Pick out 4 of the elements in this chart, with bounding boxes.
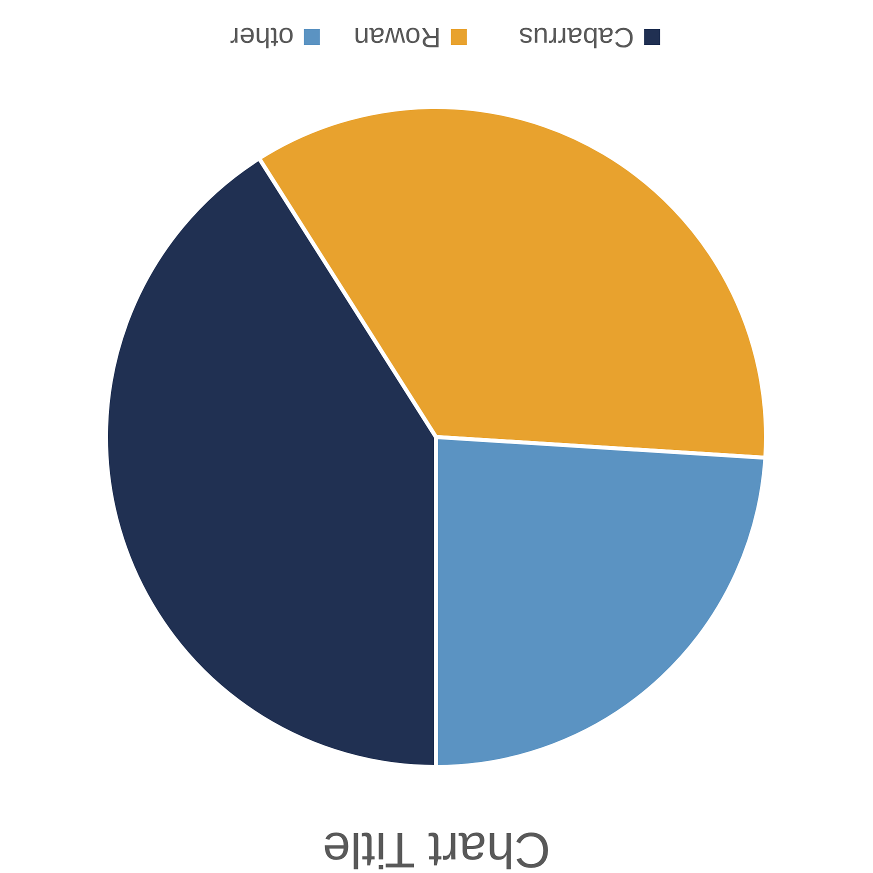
legend-label: Rowan [354,22,441,53]
text: Chart Title [322,822,550,873]
legend-label: Cabarrus [518,22,634,53]
legend-label: other [230,22,294,53]
